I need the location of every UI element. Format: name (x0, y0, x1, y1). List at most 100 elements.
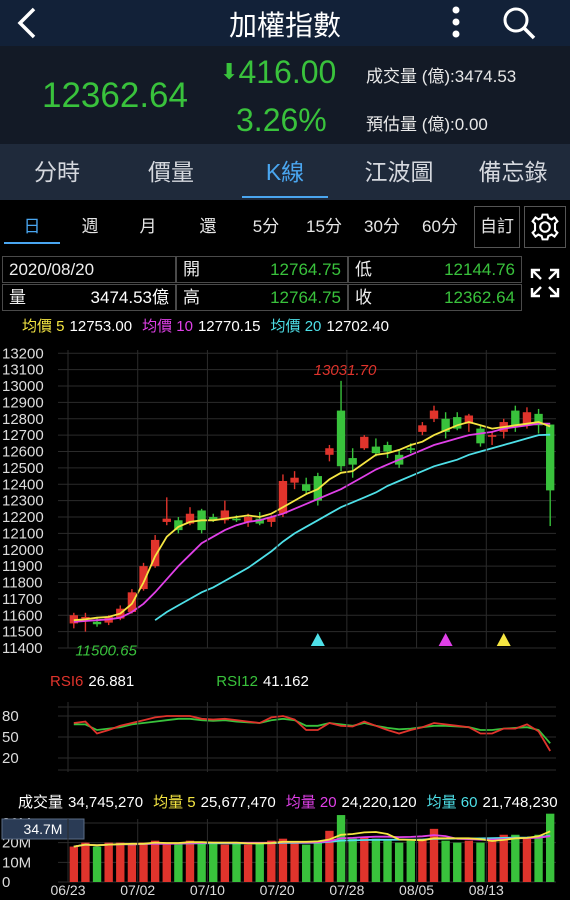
high-label: 高 (183, 288, 200, 307)
date-tick-label: 07/02 (120, 882, 155, 898)
chevron-left-icon[interactable] (14, 6, 40, 40)
price-tick-label: 12200 (2, 509, 44, 526)
info-open: 開 12764.75 (176, 256, 348, 283)
info-close: 收 12362.64 (348, 284, 522, 311)
fullscreen-icon[interactable] (528, 266, 562, 300)
candle-body (383, 444, 392, 452)
ma10-line (73, 422, 551, 623)
low-value: 12144.76 (444, 260, 515, 279)
tab-kline[interactable]: K線 (228, 144, 342, 200)
tab-wave-chart[interactable]: 江波圖 (364, 159, 434, 185)
volume-bar (522, 838, 532, 882)
price-tick-label: 11900 (2, 558, 43, 575)
estimate-label: 預估量 (億): (366, 115, 455, 134)
signal-triangle-icon (310, 633, 325, 646)
legend-label: 均量 20 (286, 794, 337, 811)
ma5-line (73, 421, 551, 622)
price-tick-label: 11400 (2, 640, 43, 657)
legend-label: RSI12 (216, 673, 258, 690)
volume-bar (255, 842, 264, 882)
ohlc-info-table: 2020/08/20 開 12764.75 低 12144.76 量 3474.53億… (0, 256, 522, 312)
legend-label: 均價 10 (142, 318, 193, 335)
volume-bar (69, 846, 78, 882)
gear-icon[interactable] (524, 206, 566, 248)
period-custom-button[interactable]: 自訂 (474, 206, 520, 248)
candle-body (371, 446, 381, 454)
volume-bar (302, 844, 311, 882)
volume-bar (499, 834, 508, 882)
search-icon[interactable] (500, 4, 538, 42)
volume-info: 成交量 (億):3474.53 (366, 62, 516, 87)
legend-label: RSI6 (50, 673, 83, 690)
volume-value: 3474.53 (454, 67, 517, 86)
period-day[interactable]: 日 (4, 210, 60, 244)
date-tick-label: 07/20 (260, 882, 295, 898)
price-tick-label: 12900 (2, 394, 44, 411)
period-selector: 日 週 月 還 5分 15分 30分 60分 自訂 (0, 200, 570, 254)
legend-value: 26.881 (88, 673, 134, 690)
price-tick-label: 12800 (2, 411, 44, 428)
price-tick-label: 11700 (2, 591, 43, 608)
volume-bar (348, 838, 357, 882)
quote-panel: 12362.64 ⬇416.00 3.26% 成交量 (億):3474.53 預… (0, 46, 570, 144)
price-tick-label: 13100 (2, 362, 44, 379)
candle-body (441, 418, 450, 432)
volume-bar (534, 834, 543, 882)
price-change-percent: 3.26% (236, 102, 327, 138)
period-month[interactable]: 月 (139, 217, 157, 236)
chart-tabs: 分時 價量 K線 江波圖 備忘錄 (0, 144, 570, 200)
period-week[interactable]: 週 (81, 217, 99, 236)
last-price: 12362.64 (42, 76, 188, 115)
volume-value-short: 3474.53億 (90, 288, 169, 307)
low-label: 低 (355, 260, 372, 279)
candle-body (325, 448, 334, 455)
period-30min[interactable]: 30分 (364, 217, 400, 236)
legend-label: 均價 20 (271, 318, 322, 335)
volume-bar (453, 842, 462, 882)
candle-body (92, 621, 102, 625)
volume-bar (371, 838, 381, 882)
legend-value: 25,677,470 (201, 794, 276, 811)
volume-bar (360, 836, 369, 882)
tab-price-volume[interactable]: 價量 (148, 159, 194, 185)
more-vertical-icon[interactable] (446, 4, 466, 40)
high-value: 12764.75 (270, 288, 341, 307)
date-tick-label: 08/13 (469, 882, 504, 898)
page-title: 加權指數 (228, 10, 341, 41)
legend-value: 34,745,270 (68, 794, 143, 811)
period-adjusted[interactable]: 還 (199, 217, 217, 236)
price-tick-label: 12100 (2, 525, 44, 542)
volume-max-badge (1, 818, 85, 840)
volume-bar (418, 838, 427, 882)
volume-bar (104, 842, 113, 882)
down-arrow-icon: ⬇ (220, 59, 239, 84)
period-15min[interactable]: 15分 (306, 217, 342, 236)
volume-bar (313, 840, 322, 882)
period-60min[interactable]: 60分 (422, 217, 458, 236)
period-5min[interactable]: 5分 (252, 217, 280, 236)
volume-bar (185, 840, 195, 882)
volume-tick-label: 0 (2, 874, 10, 891)
volume-bar (162, 844, 171, 882)
volume-bar (546, 813, 555, 882)
volume-bar (476, 842, 485, 882)
candle-body (522, 412, 532, 426)
volume-tick-label: 10M (2, 854, 31, 871)
candle-body (476, 428, 485, 444)
candle-body (429, 410, 439, 419)
rsi6-line (73, 715, 551, 752)
tab-memo[interactable]: 備忘錄 (478, 159, 548, 185)
candle-body (185, 513, 195, 524)
candle-body (487, 435, 497, 437)
candle-body (418, 425, 427, 432)
price-tick-label: 12500 (2, 460, 44, 477)
candle-body (174, 520, 183, 531)
candle-body (336, 410, 346, 467)
tab-intraday[interactable]: 分時 (34, 159, 80, 185)
candle-body (81, 616, 90, 619)
date-value: 2020/08/20 (9, 260, 95, 279)
signal-triangle-icon (496, 633, 511, 646)
candle-body (360, 436, 369, 449)
kline-chart[interactable]: 均價 5 12753.00 均價 10 12770.15 均價 20 12702.40 11… (0, 312, 570, 900)
candle-body (150, 539, 160, 567)
